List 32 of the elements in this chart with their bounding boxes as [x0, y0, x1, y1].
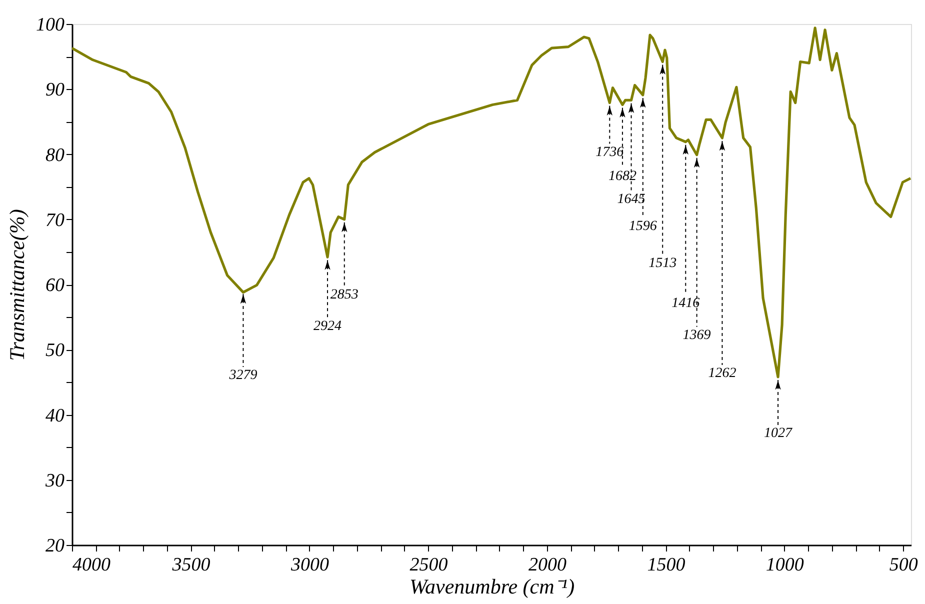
y-tick-label: 30 [44, 470, 65, 492]
y-tick-label: 80 [46, 144, 65, 166]
annotation: 1416 [672, 296, 700, 311]
x-tick-label: 3000 [290, 554, 330, 576]
x-tick-label: 4000 [72, 554, 111, 576]
annotation: 1645 [617, 192, 646, 208]
annotation: 1513 [648, 256, 677, 271]
annotation: 1369 [682, 328, 711, 343]
annotation: 1027 [764, 426, 794, 441]
x-tick-label: 1000 [766, 554, 804, 576]
y-tick-label: 60 [46, 275, 65, 296]
annotation: 2853 [330, 287, 358, 302]
annotation: 1596 [628, 218, 657, 234]
x-tick-label: 500 [889, 554, 918, 576]
annotation: 1682 [608, 168, 636, 184]
x-axis-title: Wavenumbre (cm⁻¹) [409, 574, 575, 598]
y-tick-label: 100 [36, 14, 65, 36]
x-tick-label: 2000 [528, 554, 567, 576]
line-series [72, 26, 911, 378]
y-tick-label: 20 [46, 536, 65, 556]
annotation: 2924 [314, 319, 342, 334]
y-tick-label: 90 [46, 80, 65, 101]
x-tick-label: 3500 [171, 554, 211, 576]
x-tick-label: 1500 [647, 554, 686, 576]
y-axis-title: Transmittance(%) [5, 209, 29, 361]
annotation: 1736 [596, 144, 624, 160]
annotation: 3279 [228, 368, 258, 384]
x-tick-label: 2500 [410, 554, 448, 576]
annotation: 1262 [708, 366, 736, 381]
y-tick-label: 40 [46, 405, 65, 426]
y-tick-label: 70 [46, 210, 65, 231]
y-tick-label: 50 [46, 340, 65, 362]
